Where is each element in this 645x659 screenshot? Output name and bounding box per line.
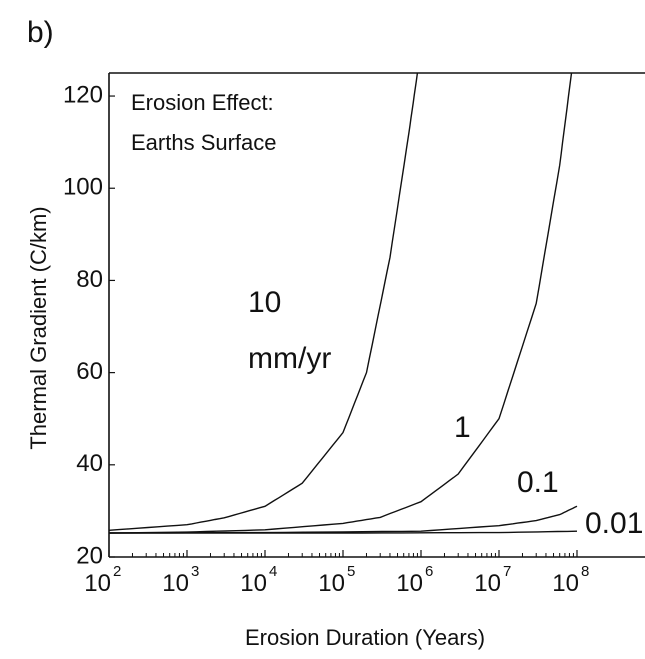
plot-axes xyxy=(108,72,645,558)
x-tick-label: 10 4 xyxy=(240,563,277,597)
y-tick-label: 80 xyxy=(76,266,103,293)
curve-label: 0.01 xyxy=(585,507,643,540)
x-tick-base: 10 xyxy=(240,570,267,597)
x-tick-label: 10 7 xyxy=(474,563,511,597)
x-axis-ticks: 10 2 10 3 10 4 10 5 10 6 10 7 10 8 xyxy=(84,550,589,597)
y-tick-label: 60 xyxy=(76,358,103,385)
x-tick-label: 10 6 xyxy=(396,563,433,597)
y-axis-title: Thermal Gradient (C/km) xyxy=(26,206,51,449)
curve-label: 10 xyxy=(248,286,281,319)
x-tick-base: 10 xyxy=(162,570,189,597)
curve-label: 0.1 xyxy=(517,466,559,499)
curve-labels: 10 mm/yr 1 0.1 0.01 xyxy=(248,286,643,540)
y-tick-label: 40 xyxy=(76,450,103,477)
x-tick-exponent: 4 xyxy=(269,563,277,580)
annotation-line-2: Earths Surface xyxy=(131,130,277,155)
x-tick-exponent: 2 xyxy=(113,563,121,580)
x-axis-title: Erosion Duration (Years) xyxy=(245,625,485,650)
curve-label: 1 xyxy=(454,411,471,444)
x-tick-base: 10 xyxy=(396,570,423,597)
x-tick-label: 10 2 xyxy=(84,563,121,597)
x-tick-label: 10 8 xyxy=(552,563,589,597)
annotation-line-1: Erosion Effect: xyxy=(131,90,274,115)
y-tick-label: 20 xyxy=(76,542,103,569)
curve-10-mm-yr xyxy=(109,73,419,531)
y-tick-label: 120 xyxy=(63,81,103,108)
x-tick-exponent: 6 xyxy=(425,563,433,580)
panel-label: b) xyxy=(27,16,54,49)
x-tick-exponent: 5 xyxy=(347,563,355,580)
x-tick-base: 10 xyxy=(474,570,501,597)
curve-label: mm/yr xyxy=(248,342,331,375)
y-axis-ticks: 20 40 60 80 100 120 xyxy=(63,81,115,569)
curve-1 xyxy=(109,73,573,534)
curve-0-01 xyxy=(109,530,578,534)
x-tick-label: 10 3 xyxy=(162,563,199,597)
x-tick-exponent: 7 xyxy=(503,563,511,580)
curve-0-1 xyxy=(109,505,578,534)
x-tick-base: 10 xyxy=(318,570,345,597)
x-tick-label: 10 5 xyxy=(318,563,355,597)
x-tick-exponent: 8 xyxy=(581,563,589,580)
x-tick-base: 10 xyxy=(552,570,579,597)
y-tick-label: 100 xyxy=(63,174,103,201)
curves xyxy=(109,73,578,534)
x-tick-base: 10 xyxy=(84,570,111,597)
x-tick-exponent: 3 xyxy=(191,563,199,580)
